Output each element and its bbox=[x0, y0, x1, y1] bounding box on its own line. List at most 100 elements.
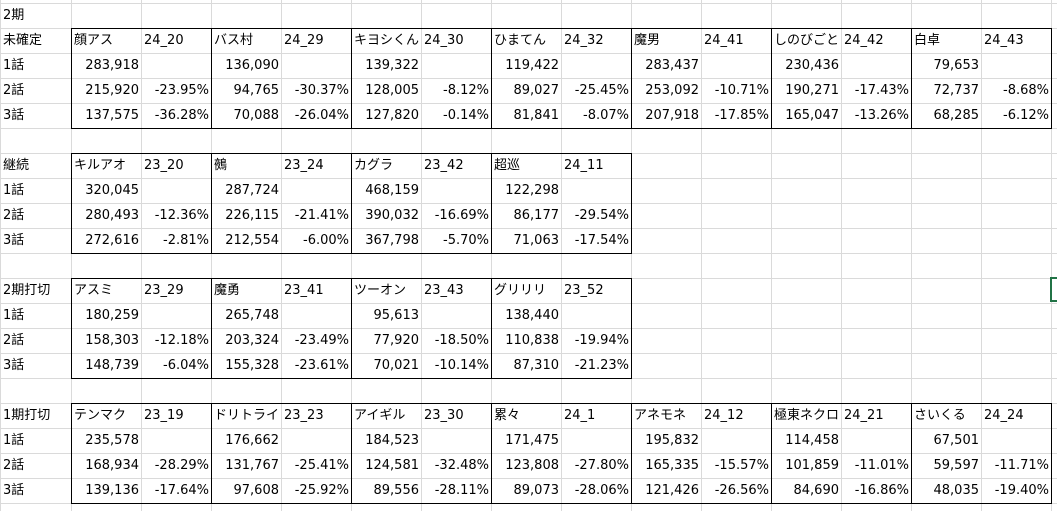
show-code-cell[interactable]: 23_20 bbox=[144, 158, 184, 173]
episode-value-cell[interactable]: 59,597 bbox=[933, 458, 980, 473]
episode-value-cell[interactable]: 230,436 bbox=[785, 58, 839, 73]
show-code-cell[interactable]: 24_11 bbox=[564, 158, 604, 173]
show-code-cell[interactable]: 24_21 bbox=[844, 408, 884, 423]
show-code-cell[interactable]: 23_42 bbox=[424, 158, 464, 173]
row-label[interactable]: 3話 bbox=[3, 108, 25, 123]
change-percent-cell[interactable]: -15.57% bbox=[714, 458, 769, 473]
episode-value-cell[interactable]: 95,613 bbox=[373, 308, 420, 323]
change-percent-cell[interactable]: -6.04% bbox=[163, 358, 209, 373]
change-percent-cell[interactable]: -18.50% bbox=[434, 333, 489, 348]
change-percent-cell[interactable] bbox=[281, 178, 351, 203]
episode-value-cell[interactable]: 114,458 bbox=[785, 433, 839, 448]
episode-value-cell[interactable]: 184,523 bbox=[365, 433, 419, 448]
change-percent-cell[interactable]: -8.68% bbox=[1003, 83, 1049, 98]
show-name-cell[interactable]: キヨシくん bbox=[354, 33, 420, 48]
change-percent-cell[interactable] bbox=[981, 428, 1051, 453]
episode-value-cell[interactable]: 283,918 bbox=[85, 58, 139, 73]
change-percent-cell[interactable] bbox=[141, 428, 211, 453]
change-percent-cell[interactable]: -21.23% bbox=[574, 358, 629, 373]
block-label[interactable]: 2期打切 bbox=[3, 283, 51, 298]
episode-value-cell[interactable]: 390,032 bbox=[365, 208, 419, 223]
episode-value-cell[interactable]: 320,045 bbox=[85, 183, 139, 198]
episode-value-cell[interactable]: 89,027 bbox=[513, 83, 560, 98]
episode-value-cell[interactable]: 253,092 bbox=[645, 83, 699, 98]
row-label[interactable]: 3話 bbox=[3, 483, 25, 498]
change-percent-cell[interactable] bbox=[421, 303, 491, 328]
change-percent-cell[interactable]: -17.54% bbox=[574, 233, 629, 248]
show-code-cell[interactable]: 24_42 bbox=[844, 33, 884, 48]
change-percent-cell[interactable]: -19.94% bbox=[574, 333, 629, 348]
show-name-cell[interactable]: 超巡 bbox=[494, 158, 521, 173]
change-percent-cell[interactable] bbox=[981, 53, 1051, 78]
change-percent-cell[interactable]: -12.18% bbox=[154, 333, 209, 348]
change-percent-cell[interactable] bbox=[421, 428, 491, 453]
title-cell[interactable]: 2期 bbox=[3, 8, 25, 23]
episode-value-cell[interactable]: 212,554 bbox=[225, 233, 279, 248]
show-code-cell[interactable]: 24_12 bbox=[704, 408, 744, 423]
change-percent-cell[interactable]: -26.04% bbox=[294, 108, 349, 123]
show-name-cell[interactable]: ひまてん bbox=[494, 33, 547, 48]
episode-value-cell[interactable]: 136,090 bbox=[225, 58, 279, 73]
show-code-cell[interactable]: 23_23 bbox=[284, 408, 324, 423]
change-percent-cell[interactable]: -28.29% bbox=[154, 458, 209, 473]
episode-value-cell[interactable]: 171,475 bbox=[505, 433, 559, 448]
block-label[interactable]: 1期打切 bbox=[3, 408, 51, 423]
change-percent-cell[interactable]: -6.00% bbox=[303, 233, 349, 248]
change-percent-cell[interactable]: -10.71% bbox=[714, 83, 769, 98]
show-code-cell[interactable]: 24_30 bbox=[424, 33, 464, 48]
episode-value-cell[interactable]: 138,440 bbox=[505, 308, 559, 323]
show-name-cell[interactable]: テンマク bbox=[74, 408, 127, 423]
episode-value-cell[interactable]: 89,073 bbox=[513, 483, 560, 498]
change-percent-cell[interactable]: -17.64% bbox=[154, 483, 209, 498]
episode-value-cell[interactable]: 79,653 bbox=[933, 58, 980, 73]
episode-value-cell[interactable]: 89,556 bbox=[373, 483, 420, 498]
change-percent-cell[interactable]: -12.36% bbox=[154, 208, 209, 223]
change-percent-cell[interactable] bbox=[421, 53, 491, 78]
row-label[interactable]: 1話 bbox=[3, 433, 25, 448]
show-code-cell[interactable]: 23_19 bbox=[144, 408, 184, 423]
change-percent-cell[interactable]: -25.45% bbox=[574, 83, 629, 98]
show-code-cell[interactable]: 24_20 bbox=[144, 33, 184, 48]
episode-value-cell[interactable]: 215,920 bbox=[85, 83, 139, 98]
episode-value-cell[interactable]: 148,739 bbox=[85, 358, 139, 373]
episode-value-cell[interactable]: 131,767 bbox=[225, 458, 279, 473]
change-percent-cell[interactable] bbox=[281, 303, 351, 328]
change-percent-cell[interactable]: -17.43% bbox=[854, 83, 909, 98]
change-percent-cell[interactable]: -16.69% bbox=[434, 208, 489, 223]
episode-value-cell[interactable]: 84,690 bbox=[793, 483, 840, 498]
episode-value-cell[interactable]: 195,832 bbox=[645, 433, 699, 448]
episode-value-cell[interactable]: 165,335 bbox=[645, 458, 699, 473]
change-percent-cell[interactable]: -30.37% bbox=[294, 83, 349, 98]
row-label[interactable]: 2話 bbox=[3, 83, 25, 98]
change-percent-cell[interactable]: -16.86% bbox=[854, 483, 909, 498]
row-label[interactable]: 2話 bbox=[3, 208, 25, 223]
block-label[interactable]: 継続 bbox=[3, 158, 30, 173]
show-name-cell[interactable]: アネモネ bbox=[634, 408, 687, 423]
show-name-cell[interactable]: アスミ bbox=[74, 283, 114, 298]
change-percent-cell[interactable] bbox=[561, 178, 631, 203]
episode-value-cell[interactable]: 165,047 bbox=[785, 108, 839, 123]
show-name-cell[interactable]: さいくる bbox=[914, 408, 966, 423]
show-code-cell[interactable]: 24_43 bbox=[984, 33, 1024, 48]
show-name-cell[interactable]: 鵺 bbox=[214, 158, 228, 173]
episode-value-cell[interactable]: 155,328 bbox=[225, 358, 279, 373]
row-label[interactable]: 1話 bbox=[3, 308, 25, 323]
episode-value-cell[interactable]: 68,285 bbox=[933, 108, 980, 123]
episode-value-cell[interactable]: 121,426 bbox=[645, 483, 699, 498]
episode-value-cell[interactable]: 70,088 bbox=[233, 108, 280, 123]
row-label[interactable]: 3話 bbox=[3, 358, 25, 373]
episode-value-cell[interactable]: 110,838 bbox=[505, 333, 559, 348]
change-percent-cell[interactable] bbox=[141, 303, 211, 328]
episode-value-cell[interactable]: 87,310 bbox=[513, 358, 560, 373]
change-percent-cell[interactable]: -0.14% bbox=[443, 108, 489, 123]
change-percent-cell[interactable]: -23.95% bbox=[154, 83, 209, 98]
episode-value-cell[interactable]: 128,005 bbox=[365, 83, 419, 98]
show-code-cell[interactable]: 23_43 bbox=[424, 283, 464, 298]
change-percent-cell[interactable] bbox=[701, 53, 771, 78]
episode-value-cell[interactable]: 77,920 bbox=[373, 333, 420, 348]
change-percent-cell[interactable]: -28.06% bbox=[574, 483, 629, 498]
episode-value-cell[interactable]: 176,662 bbox=[225, 433, 279, 448]
show-name-cell[interactable]: 累々 bbox=[494, 408, 521, 423]
episode-value-cell[interactable]: 127,820 bbox=[365, 108, 419, 123]
